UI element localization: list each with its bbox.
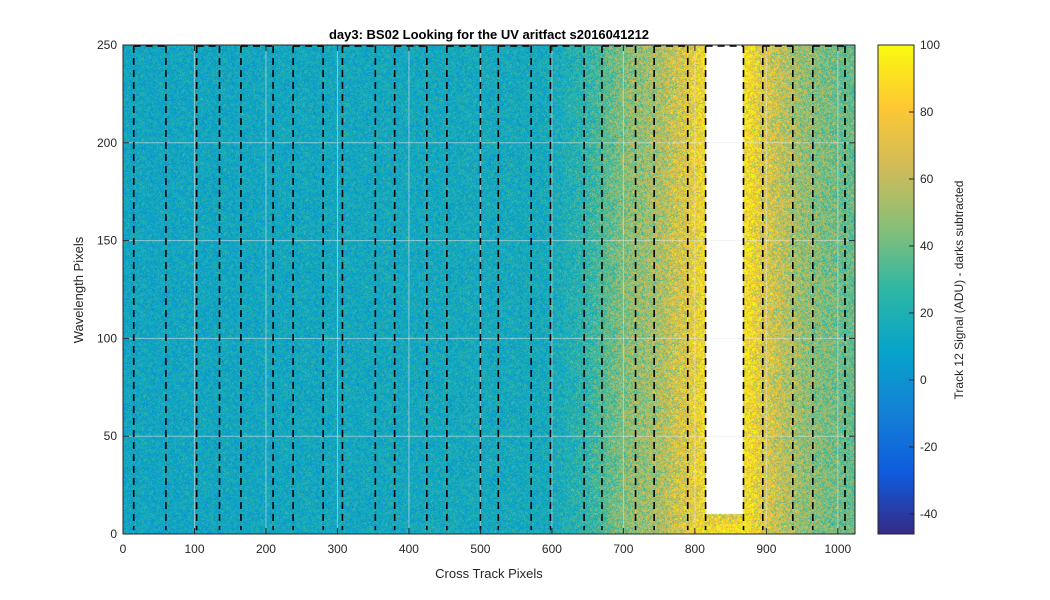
- x-tick-label: 1000: [824, 542, 851, 556]
- colorbar-tick-label: 40: [920, 239, 934, 253]
- y-tick-label: 200: [97, 136, 117, 150]
- colorbar-tick-label: 0: [920, 373, 927, 387]
- y-tick-label: 0: [110, 527, 117, 541]
- y-tick-label: 250: [97, 38, 117, 52]
- plot-area: [122, 44, 856, 535]
- x-tick-label: 800: [685, 542, 705, 556]
- x-tick-label: 200: [256, 542, 276, 556]
- chart-title: day3: BS02 Looking for the UV aritfact s…: [329, 27, 649, 42]
- x-axis: 0 100 200 300 400 500 600 700 800 900 1000: [120, 45, 852, 556]
- colorbar-tick-label: -40: [920, 507, 938, 521]
- colorbar-tick-label: 20: [920, 306, 934, 320]
- x-tick-label: 100: [184, 542, 204, 556]
- colorbar-tick-label: 100: [920, 38, 940, 52]
- colorbar-tick-label: 60: [920, 172, 934, 186]
- y-tick-label: 150: [97, 234, 117, 248]
- y-axis: 0 50 100 150 200 250: [97, 38, 855, 541]
- x-tick-label: 900: [756, 542, 776, 556]
- x-tick-label: 500: [470, 542, 490, 556]
- x-tick-label: 400: [399, 542, 419, 556]
- colorbar-gradient: [877, 44, 915, 535]
- y-tick-label: 50: [104, 429, 118, 443]
- heatmap-image: [123, 45, 855, 534]
- colorbar-label: Track 12 Signal (ADU) - darks subtracted: [952, 181, 966, 400]
- x-tick-label: 700: [613, 542, 633, 556]
- colorbar-tick-label: -20: [920, 440, 938, 454]
- y-tick-label: 100: [97, 331, 117, 345]
- x-tick-label: 600: [542, 542, 562, 556]
- colorbar-tick-label: 80: [920, 105, 934, 119]
- colorbar: -40 -20 0 20 40 60 80 100 Track 12 Signal (ADU)…: [877, 38, 966, 535]
- x-axis-label: Cross Track Pixels: [435, 566, 543, 581]
- x-tick-label: 300: [327, 542, 347, 556]
- plot-frame: [122, 44, 856, 535]
- y-axis-label: Wavelength Pixels: [71, 236, 86, 343]
- x-tick-label: 0: [120, 542, 127, 556]
- colorbar-ticks: -40 -20 0 20 40 60 80 100: [909, 38, 940, 521]
- dashed-box-layer: [132, 45, 846, 531]
